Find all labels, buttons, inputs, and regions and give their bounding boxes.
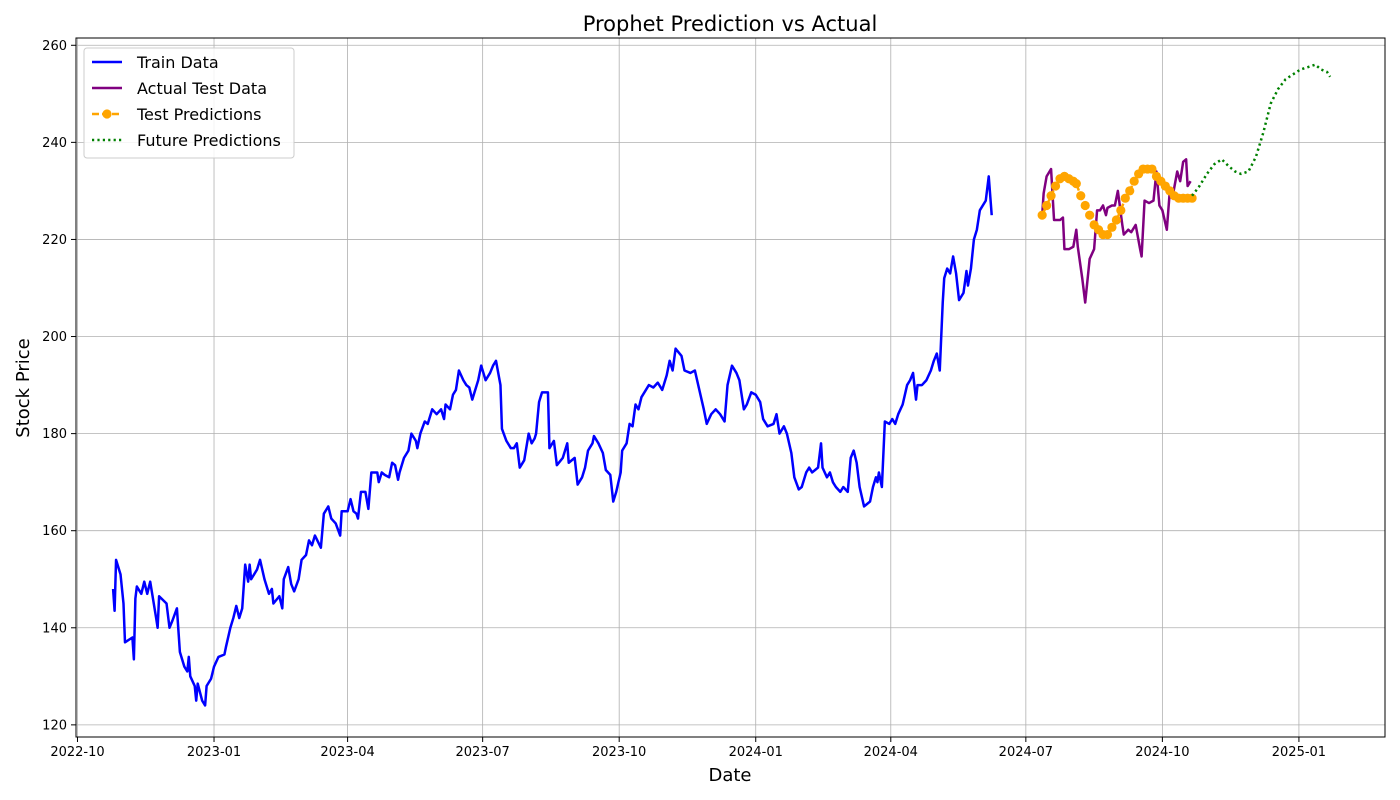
data-point bbox=[1046, 191, 1056, 201]
data-point bbox=[1187, 193, 1197, 203]
data-point bbox=[1050, 181, 1061, 191]
data-point bbox=[1107, 222, 1117, 232]
y-tick-label: 120 bbox=[42, 718, 67, 733]
series-layer bbox=[111, 63, 1332, 707]
legend-box bbox=[83, 47, 295, 159]
y-tick-label: 140 bbox=[42, 621, 67, 636]
series-line bbox=[111, 175, 993, 707]
data-point bbox=[1037, 210, 1047, 220]
legend-label: Test Predictions bbox=[136, 105, 261, 124]
data-point bbox=[1042, 200, 1052, 211]
x-tick-label: 2024-01 bbox=[729, 745, 783, 760]
y-tick-label: 220 bbox=[42, 233, 67, 248]
x-tick-label: 2023-04 bbox=[320, 745, 374, 760]
data-point bbox=[1120, 193, 1130, 203]
plot-frame bbox=[75, 37, 1386, 738]
data-point bbox=[1125, 186, 1135, 196]
x-tick-label: 2024-07 bbox=[999, 745, 1053, 760]
y-tick-label: 180 bbox=[42, 427, 67, 442]
legend-label: Train Data bbox=[136, 53, 219, 72]
series-line bbox=[1040, 158, 1192, 304]
series-future-predictions bbox=[1191, 63, 1332, 197]
x-tick-label: 2023-01 bbox=[187, 745, 241, 760]
legend-entry: Test Predictions bbox=[92, 105, 261, 124]
ticks: 2022-10 2023-01 2023-04 2023-07 2023-10 2024-… bbox=[42, 39, 1326, 760]
x-axis-label: Date bbox=[708, 765, 751, 786]
x-tick-label: 2025-01 bbox=[1272, 745, 1326, 760]
series-train-data bbox=[111, 175, 993, 707]
x-tick-label: 2024-10 bbox=[1135, 745, 1189, 760]
data-point bbox=[1076, 191, 1086, 201]
y-tick-label: 200 bbox=[42, 330, 67, 345]
y-axis-label: Stock Price bbox=[13, 338, 34, 437]
data-point bbox=[1129, 176, 1139, 186]
data-point bbox=[1085, 210, 1095, 220]
x-tick-label: 2022-10 bbox=[50, 745, 104, 760]
legend: Train Data Actual Test Data Test Predictio… bbox=[83, 47, 295, 159]
data-point bbox=[1147, 164, 1157, 174]
data-point bbox=[1111, 215, 1121, 225]
data-point bbox=[1080, 200, 1090, 211]
legend-entry: Future Predictions bbox=[92, 131, 281, 150]
data-point bbox=[1116, 205, 1126, 215]
legend-entry: Train Data bbox=[92, 53, 219, 72]
data-point bbox=[1071, 179, 1081, 189]
data-point bbox=[1102, 229, 1113, 240]
y-tick-label: 240 bbox=[42, 136, 67, 151]
legend-label: Future Predictions bbox=[137, 131, 281, 150]
legend-label: Actual Test Data bbox=[137, 79, 267, 98]
legend-entry: Actual Test Data bbox=[92, 79, 267, 98]
x-tick-label: 2023-10 bbox=[592, 745, 646, 760]
grid bbox=[76, 38, 1385, 737]
y-tick-label: 160 bbox=[42, 524, 67, 539]
chart-title: Prophet Prediction vs Actual bbox=[583, 12, 878, 36]
x-tick-label: 2024-04 bbox=[864, 745, 918, 760]
series-test-predictions bbox=[1037, 164, 1197, 240]
series-line bbox=[1191, 63, 1332, 197]
y-tick-label: 260 bbox=[42, 39, 67, 54]
series-actual-test-data bbox=[1040, 158, 1192, 304]
legend-marker bbox=[102, 109, 112, 119]
x-tick-label: 2023-07 bbox=[455, 745, 509, 760]
